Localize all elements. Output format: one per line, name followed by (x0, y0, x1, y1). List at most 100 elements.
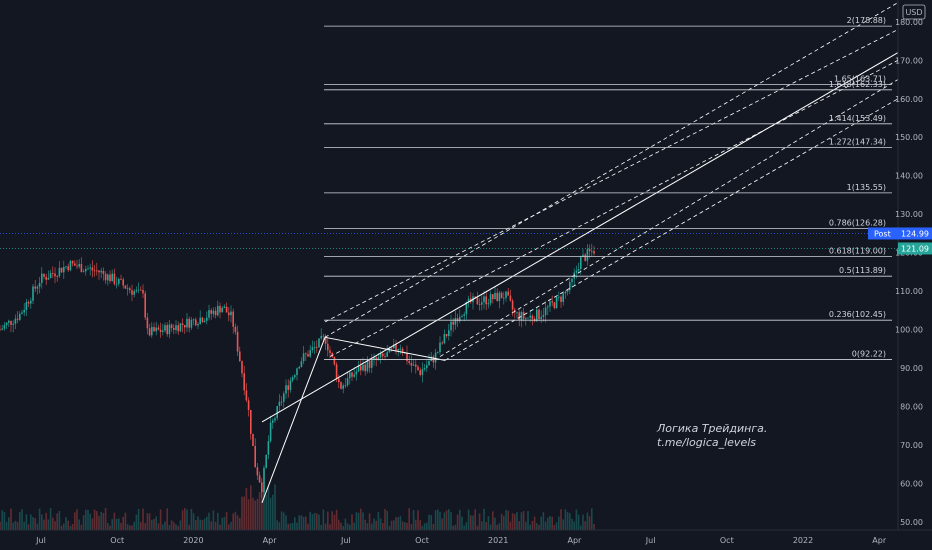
volume-bar (542, 512, 545, 530)
candle-body (329, 350, 331, 354)
volume-bar (122, 516, 124, 530)
volume-bar (324, 523, 327, 530)
candle-body (148, 328, 151, 336)
candle-body (338, 378, 340, 383)
volume-bar (256, 498, 259, 530)
volume-bar (225, 511, 228, 530)
candle-body (250, 409, 252, 434)
candle-body (265, 454, 267, 468)
volume-bar (155, 516, 157, 530)
volume-bar (573, 521, 575, 530)
candle-body (507, 291, 509, 296)
volume-bar (397, 517, 399, 530)
volume-bar (0, 521, 1, 530)
candle-body (540, 316, 542, 319)
candle-body (465, 301, 468, 315)
candle-body (309, 350, 311, 357)
candle-body (386, 352, 388, 357)
volume-bar (441, 518, 443, 530)
price-badge-value: 121.09 (901, 244, 929, 253)
volume-bar (283, 512, 285, 530)
candle-body (331, 353, 333, 357)
candle-body (406, 352, 408, 362)
candle-body (36, 286, 39, 289)
currency-label[interactable]: USD (905, 8, 922, 17)
price-badge-prefix: Post (874, 229, 891, 238)
candle-body (71, 260, 74, 264)
volume-bar (533, 516, 536, 530)
candle-body (357, 366, 360, 372)
volume-bar (236, 515, 239, 530)
volume-bar (25, 514, 28, 530)
volume-bar (58, 511, 61, 530)
candle-body (96, 270, 98, 272)
candle-body (305, 353, 307, 355)
volume-bar (159, 509, 162, 530)
fib-level-label: 2(178.88) (847, 16, 886, 25)
volume-bar (566, 512, 569, 530)
candle-body (27, 301, 30, 304)
candle-body (91, 267, 94, 271)
volume-bar (113, 512, 116, 530)
volume-bar (445, 510, 448, 530)
y-tick-label: 70.00 (900, 441, 923, 450)
volume-bar (507, 510, 509, 530)
volume-bar (375, 520, 377, 530)
fib-levels-layer: 0(92.22) 0.236(102.45) 0.5(113.89) 0.618(11… (324, 16, 892, 360)
volume-bar (351, 514, 353, 530)
volume-bar (45, 512, 47, 530)
volume-bar (195, 520, 197, 530)
volume-bar (151, 519, 153, 530)
candle-body (520, 311, 523, 321)
candle-body (498, 292, 501, 301)
volume-bar (575, 509, 578, 530)
volume-bar (250, 485, 252, 530)
candle-body (87, 268, 89, 270)
volume-bar (593, 524, 595, 530)
candle-body (199, 317, 201, 324)
volume-bar (269, 497, 272, 530)
candle-body (566, 290, 569, 292)
volume-bar (118, 518, 120, 530)
volume-bar (285, 515, 287, 530)
candle-body (335, 364, 338, 379)
candle-body (410, 362, 413, 366)
candle-body (516, 312, 518, 314)
candle-body (586, 249, 589, 261)
x-tick-label: Apr (263, 536, 278, 545)
candle-body (549, 301, 551, 307)
candle-body (157, 327, 160, 330)
candle-body (170, 324, 173, 329)
candle-body (494, 292, 496, 300)
candle-body (140, 289, 142, 291)
candle-body (489, 294, 492, 304)
candle-body (584, 254, 586, 261)
x-axis-ticks: Jul Oct 2020 Apr Jul Oct 2021 Apr Jul Oct 2022 Apr (35, 536, 887, 545)
volume-bar (377, 511, 380, 530)
volume-bar (360, 508, 362, 530)
fib-level-label: 0(92.22) (852, 350, 886, 359)
volume-bar (461, 516, 463, 530)
volume-bar (47, 519, 50, 530)
candle-body (558, 296, 560, 298)
volume-bar (67, 520, 69, 530)
volume-bar (131, 525, 133, 530)
volume-bar (85, 509, 87, 530)
volume-bar (342, 525, 344, 530)
volume-bar (562, 519, 564, 530)
x-tick-label: Apr (567, 536, 582, 545)
candle-body (19, 313, 21, 320)
volume-bar (164, 521, 166, 530)
currency-box[interactable] (902, 4, 926, 20)
volume-bar (230, 521, 232, 530)
volume-bar (87, 509, 89, 530)
candle-body (137, 289, 140, 291)
candle-body (115, 283, 118, 285)
fib-level-label: 0.5(113.89) (839, 266, 886, 275)
candle-body (346, 378, 349, 386)
y-tick-label: 60.00 (900, 480, 923, 489)
candle-body (16, 318, 19, 320)
candle-body (192, 319, 195, 321)
candle-body (118, 278, 120, 284)
